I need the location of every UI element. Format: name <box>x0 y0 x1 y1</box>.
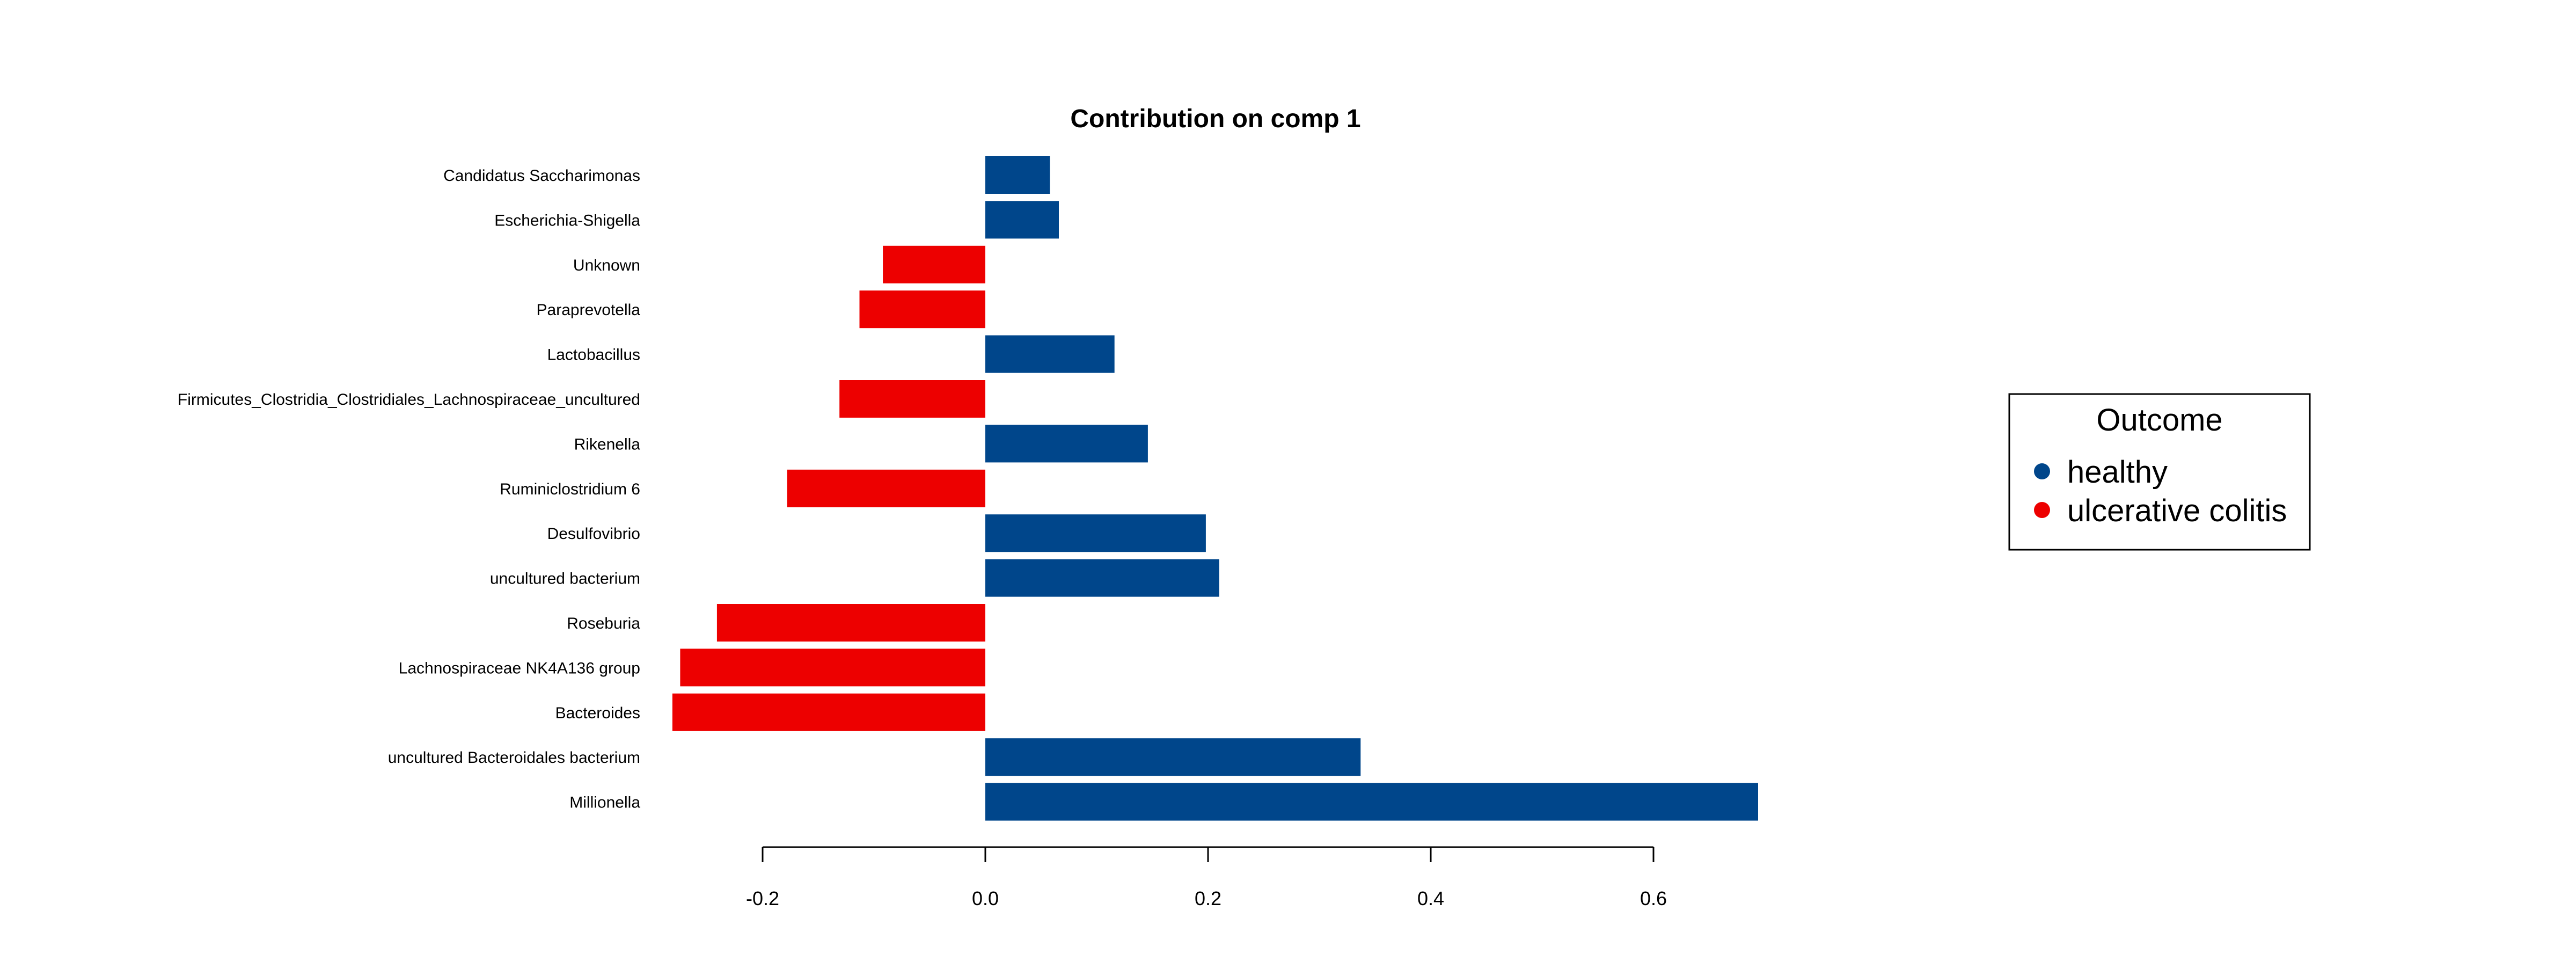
legend-swatch <box>2034 502 2050 518</box>
x-tick-label: -0.2 <box>746 887 779 909</box>
category-label: Roseburia <box>567 615 640 632</box>
category-labels: Candidatus Saccharimonas Escherichia-Shig… <box>178 167 640 812</box>
x-tick-label: 0.4 <box>1417 887 1444 909</box>
bar <box>985 514 1206 552</box>
category-label: Ruminiclostridium 6 <box>500 480 640 498</box>
category-label: Unknown <box>573 257 640 274</box>
category-label: Desulfovibrio <box>547 525 640 543</box>
x-axis: -0.2 0.0 0.2 0.4 0.6 <box>746 846 1667 909</box>
category-label: Candidatus Saccharimonas <box>443 167 640 185</box>
bar <box>859 290 985 329</box>
bar <box>985 156 1050 194</box>
bar <box>883 245 985 283</box>
chart-title: Contribution on comp 1 <box>1070 105 1360 133</box>
bar <box>787 469 985 507</box>
bar <box>985 201 1059 239</box>
category-label: Firmicutes_Clostridia_Clostridiales_Lach… <box>178 391 640 409</box>
bar <box>985 335 1115 373</box>
category-label: Escherichia-Shigella <box>494 212 640 229</box>
bar <box>985 559 1219 597</box>
x-tick-label: 0.6 <box>1640 887 1667 909</box>
bars-layer <box>672 156 1758 821</box>
bar <box>985 425 1148 463</box>
category-label: uncultured bacterium <box>490 570 640 588</box>
legend-label: healthy <box>2067 455 2168 490</box>
category-label: Lactobacillus <box>547 346 640 364</box>
bar <box>672 693 985 731</box>
category-label: Paraprevotella <box>537 301 641 319</box>
category-label: Rikenella <box>574 435 641 453</box>
legend-label: ulcerative colitis <box>2067 493 2287 528</box>
bar <box>839 380 985 418</box>
x-tick-label: 0.0 <box>972 887 999 909</box>
bar <box>680 649 985 687</box>
x-tick-label: 0.2 <box>1195 887 1221 909</box>
bar <box>985 783 1758 821</box>
bar <box>716 604 985 642</box>
legend-box <box>2008 393 2311 551</box>
category-label: Lachnospiraceae NK4A136 group <box>399 659 640 677</box>
legend-swatch <box>2034 463 2050 479</box>
category-label: Bacteroides <box>555 704 640 722</box>
legend-title: Outcome <box>2096 403 2222 438</box>
category-label: Millionella <box>569 794 640 812</box>
bar <box>985 738 1361 776</box>
category-label: uncultured Bacteroidales bacterium <box>388 749 640 767</box>
